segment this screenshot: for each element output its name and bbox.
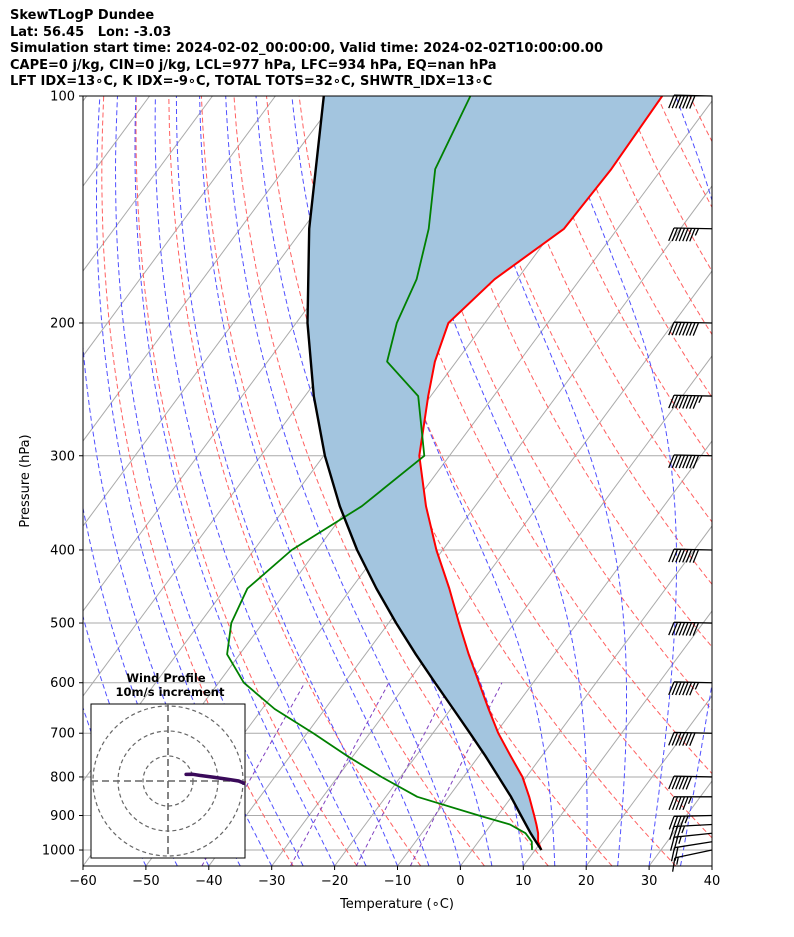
moist-adiabat xyxy=(225,96,461,866)
wind-barb xyxy=(668,681,713,696)
moist-adiabat xyxy=(199,96,430,866)
isotherm xyxy=(83,96,88,102)
x-tick-label: 0 xyxy=(456,874,464,889)
wind-barb xyxy=(668,548,713,563)
wind-barb xyxy=(668,731,713,747)
mixing-ratio-line xyxy=(355,682,452,866)
wind-barb xyxy=(668,796,712,811)
wind-barb xyxy=(668,621,713,636)
dry-adiabat xyxy=(755,96,794,866)
location-line: Lat: 56.45 Lon: -3.03 xyxy=(10,24,172,40)
isotherm xyxy=(522,610,712,866)
dry-adiabat xyxy=(135,96,358,866)
x-tick-label: 40 xyxy=(704,874,721,889)
isotherm xyxy=(459,525,712,866)
isotherm xyxy=(711,865,712,866)
isotherm xyxy=(83,96,276,357)
isotherm xyxy=(585,695,712,866)
wind-barb xyxy=(668,814,713,830)
cape-area xyxy=(307,96,663,850)
mixing-ratio-line xyxy=(290,682,390,866)
temperature-line xyxy=(418,96,664,851)
x-tick-label: −30 xyxy=(258,874,285,889)
x-tick-label: 10 xyxy=(515,874,532,889)
wind-barb xyxy=(668,321,713,336)
dry-adiabat xyxy=(722,96,794,866)
cape-line: CAPE=0 j/kg, CIN=0 j/kg, LCL=977 hPa, LF… xyxy=(10,57,497,73)
y-tick-label: 400 xyxy=(50,543,75,558)
dry-adiabat xyxy=(624,96,712,273)
chart-header: SkewTLogP Dundee Lat: 56.45 Lon: -3.03 S… xyxy=(10,8,603,91)
moist-adiabat xyxy=(134,96,336,866)
dry-adiabat xyxy=(689,96,712,143)
y-tick-label: 800 xyxy=(50,770,75,785)
wind-barb xyxy=(672,849,713,872)
hodograph-trace xyxy=(184,772,245,786)
moist-adiabat xyxy=(389,96,588,866)
x-tick-label: 30 xyxy=(641,874,658,889)
y-tick-label: 300 xyxy=(50,449,75,464)
y-axis-ticks: 100 200 300 400 500 600 700 800 900 1000 xyxy=(42,90,83,859)
x-axis-label: Temperature (∘C) xyxy=(339,897,454,912)
inset-title: Wind Profile xyxy=(126,671,206,685)
y-tick-label: 500 xyxy=(50,617,75,632)
isotherm xyxy=(83,96,339,442)
wind-barb xyxy=(668,454,713,469)
isotherm xyxy=(208,185,712,866)
dry-adiabat xyxy=(396,96,712,711)
moist-adiabat xyxy=(460,96,627,866)
y-tick-label: 1000 xyxy=(42,844,75,859)
cape-shading xyxy=(307,96,663,850)
indices-line: LFT IDX=13∘C, K IDX=-9∘C, TOTAL TOTS=32∘… xyxy=(10,74,493,89)
isotherm xyxy=(648,780,712,866)
y-tick-label: 900 xyxy=(50,809,75,824)
x-tick-label: −60 xyxy=(69,874,96,889)
parcel-path-line xyxy=(306,96,543,851)
x-axis-ticks: −60 −50 −40 −30 −20 −10 0 10 20 30 40 xyxy=(69,866,720,889)
y-tick-label: 200 xyxy=(50,316,75,331)
moist-adiabat xyxy=(175,96,398,866)
wind-barb xyxy=(669,832,713,851)
simulation-time-line: Simulation start time: 2024-02-02_00:00:… xyxy=(10,41,603,56)
x-tick-label: −20 xyxy=(321,874,348,889)
moist-adiabat xyxy=(711,863,712,866)
isotherm xyxy=(334,355,712,866)
moist-adiabat xyxy=(114,96,304,866)
dry-adiabat xyxy=(233,96,549,866)
y-axis-label: Pressure (hPa) xyxy=(18,434,33,527)
y-tick-label: 600 xyxy=(50,676,75,691)
dry-adiabat xyxy=(787,96,794,866)
dry-adiabat xyxy=(200,96,485,866)
x-tick-label: −50 xyxy=(132,874,159,889)
wind-barb xyxy=(668,94,713,109)
isotherm xyxy=(83,96,402,527)
dry-adiabat xyxy=(428,96,712,648)
dry-adiabat xyxy=(656,96,712,209)
x-tick-label: 20 xyxy=(578,874,595,889)
dry-adiabat xyxy=(363,96,712,775)
y-tick-label: 700 xyxy=(50,727,75,742)
inset-subtitle: 10m/s increment xyxy=(116,685,225,699)
dewpoint-line xyxy=(226,96,533,851)
dry-adiabat xyxy=(298,96,677,866)
moist-adiabat xyxy=(675,96,712,866)
chart-title: SkewTLogP Dundee xyxy=(10,8,155,23)
profile-lines xyxy=(226,96,664,851)
wind-profile-inset: Wind Profile 10m/s increment xyxy=(90,671,246,859)
x-tick-label: −10 xyxy=(384,874,411,889)
y-tick-label: 100 xyxy=(50,90,75,105)
wind-barb xyxy=(668,394,713,409)
moist-adiabat xyxy=(744,96,794,866)
dry-adiabat xyxy=(168,96,422,866)
isotherm xyxy=(83,96,213,272)
isotherm xyxy=(271,270,712,866)
x-tick-label: −40 xyxy=(195,874,222,889)
wind-barbs xyxy=(668,94,713,872)
moist-adiabat xyxy=(154,96,367,866)
wind-barb xyxy=(668,227,713,242)
wind-barb xyxy=(668,775,713,790)
